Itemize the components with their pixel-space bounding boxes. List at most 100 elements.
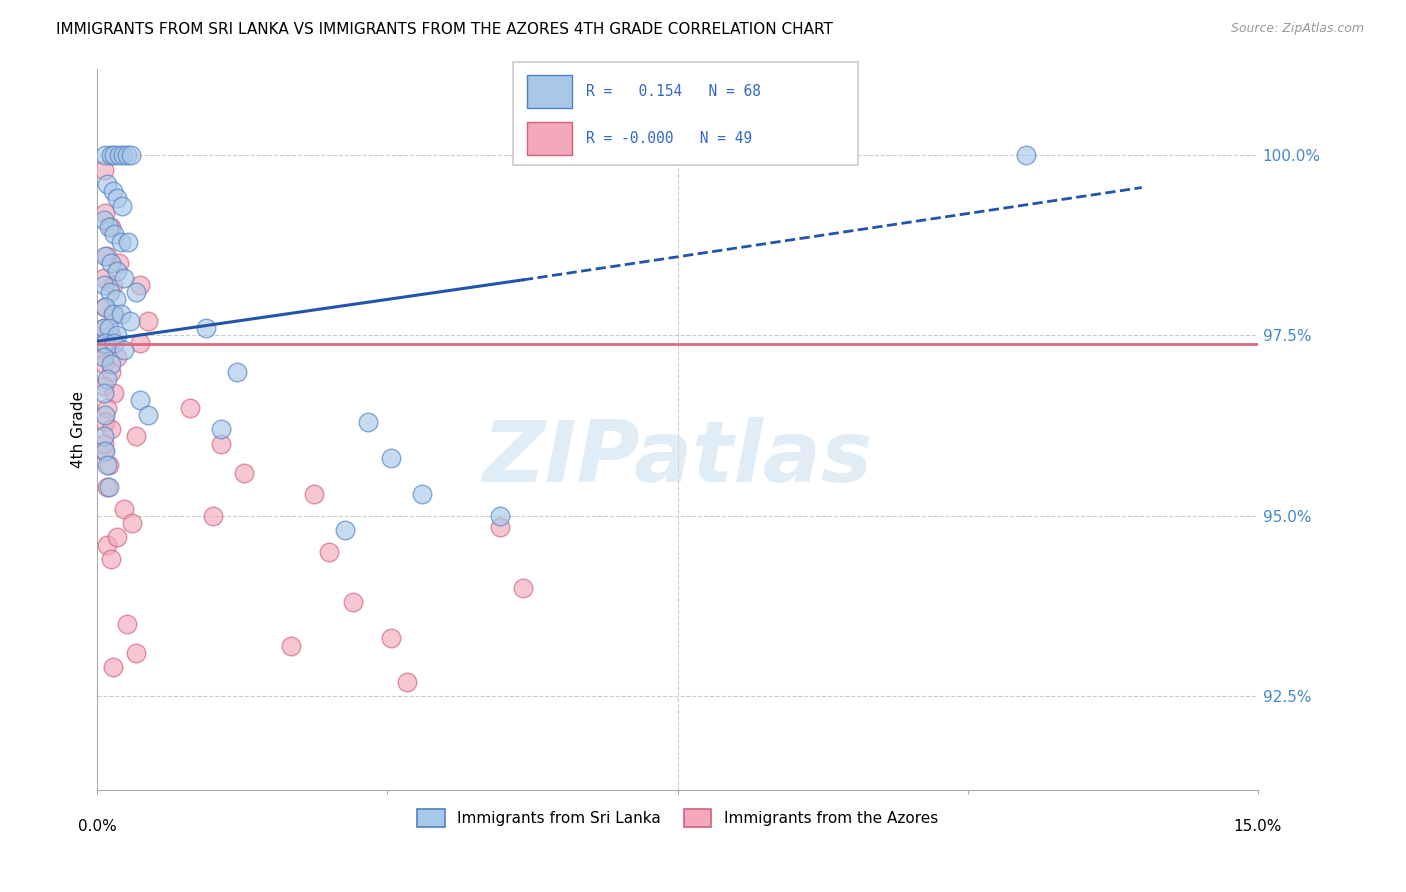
- Point: [97, 321, 120, 335]
- Point: [94, 443, 117, 458]
- Point: [100, 148, 122, 162]
- Point: [100, 328, 122, 343]
- Point: [100, 422, 122, 436]
- Point: [94, 206, 117, 220]
- Point: [129, 393, 152, 408]
- Point: [112, 501, 135, 516]
- Point: [93, 436, 115, 450]
- Point: [125, 285, 148, 300]
- Point: [93, 213, 115, 227]
- Point: [98, 285, 121, 300]
- FancyBboxPatch shape: [513, 62, 858, 165]
- Point: [96, 480, 118, 494]
- Point: [117, 235, 139, 249]
- Point: [395, 674, 418, 689]
- Point: [103, 227, 125, 242]
- Point: [110, 307, 132, 321]
- Point: [93, 277, 115, 292]
- Y-axis label: 4th Grade: 4th Grade: [72, 391, 86, 467]
- Point: [121, 516, 143, 530]
- Point: [488, 519, 510, 533]
- Point: [96, 177, 118, 191]
- Point: [100, 364, 122, 378]
- Point: [488, 508, 510, 523]
- Text: Source: ZipAtlas.com: Source: ZipAtlas.com: [1230, 22, 1364, 36]
- Point: [105, 328, 128, 343]
- Point: [202, 508, 225, 523]
- Point: [120, 148, 142, 162]
- Point: [93, 321, 115, 335]
- Point: [302, 487, 325, 501]
- Point: [103, 148, 125, 162]
- Point: [94, 300, 117, 314]
- Point: [107, 263, 129, 277]
- Point: [100, 552, 122, 566]
- Point: [94, 249, 117, 263]
- Point: [97, 220, 120, 235]
- Point: [101, 660, 124, 674]
- Point: [97, 480, 120, 494]
- Point: [94, 300, 117, 314]
- Point: [125, 646, 148, 660]
- Text: R =   0.154   N = 68: R = 0.154 N = 68: [585, 84, 761, 99]
- Point: [225, 364, 247, 378]
- Point: [93, 350, 115, 364]
- Point: [100, 357, 122, 371]
- Point: [93, 379, 115, 393]
- Point: [97, 458, 120, 473]
- Point: [111, 148, 134, 162]
- Point: [357, 415, 380, 429]
- Point: [129, 335, 152, 350]
- Point: [96, 401, 118, 415]
- Point: [103, 335, 125, 350]
- Text: 0.0%: 0.0%: [77, 819, 117, 834]
- Point: [101, 184, 124, 198]
- Point: [94, 415, 117, 429]
- Point: [1015, 148, 1038, 162]
- Point: [411, 487, 433, 501]
- Legend: Immigrants from Sri Lanka, Immigrants from the Azores: Immigrants from Sri Lanka, Immigrants fr…: [412, 803, 943, 833]
- Point: [194, 321, 217, 335]
- Point: [118, 314, 141, 328]
- Point: [233, 466, 256, 480]
- Point: [93, 386, 115, 401]
- Point: [512, 581, 534, 595]
- Point: [103, 307, 125, 321]
- Point: [94, 343, 117, 357]
- Point: [333, 523, 356, 537]
- Point: [93, 443, 115, 458]
- Point: [93, 321, 115, 335]
- Point: [112, 270, 135, 285]
- Point: [101, 277, 124, 292]
- Point: [318, 545, 340, 559]
- Point: [115, 617, 138, 632]
- Point: [101, 307, 124, 321]
- FancyBboxPatch shape: [527, 122, 572, 155]
- Point: [100, 256, 122, 270]
- Point: [105, 191, 128, 205]
- Point: [96, 372, 118, 386]
- Point: [380, 632, 402, 646]
- Point: [112, 343, 135, 357]
- Text: R = -0.000   N = 49: R = -0.000 N = 49: [585, 131, 752, 146]
- Point: [280, 639, 302, 653]
- Point: [93, 162, 115, 177]
- Text: 15.0%: 15.0%: [1233, 819, 1282, 834]
- Point: [125, 429, 148, 443]
- Point: [209, 436, 232, 450]
- Point: [380, 451, 402, 466]
- FancyBboxPatch shape: [527, 75, 572, 108]
- Point: [94, 408, 117, 422]
- Point: [111, 198, 134, 212]
- Point: [179, 401, 201, 415]
- Point: [129, 277, 152, 292]
- Point: [110, 235, 132, 249]
- Point: [100, 220, 122, 235]
- Point: [93, 429, 115, 443]
- Point: [136, 408, 159, 422]
- Text: IMMIGRANTS FROM SRI LANKA VS IMMIGRANTS FROM THE AZORES 4TH GRADE CORRELATION CH: IMMIGRANTS FROM SRI LANKA VS IMMIGRANTS …: [56, 22, 834, 37]
- Point: [342, 595, 364, 609]
- Point: [96, 538, 118, 552]
- Point: [96, 249, 118, 263]
- Point: [104, 293, 127, 307]
